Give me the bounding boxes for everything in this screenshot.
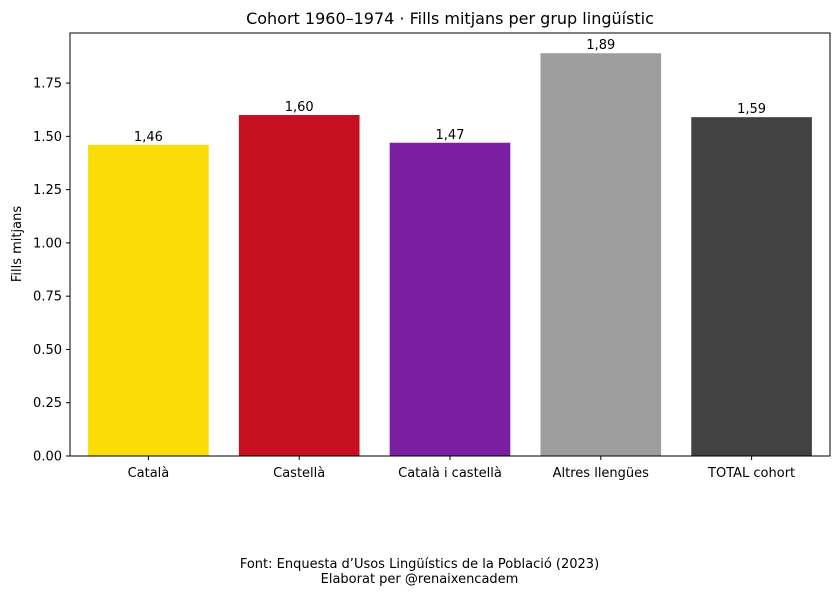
x-tick-label-castella: Castellà <box>273 466 325 481</box>
bar-catala <box>88 144 209 456</box>
chart-title: Cohort 1960–1974 · Fills mitjans per gru… <box>246 9 654 28</box>
x-axis: Català Castellà Català i castellà Altres ll… <box>128 456 795 481</box>
y-tick-label: 0.75 <box>33 290 62 305</box>
bar-catala-i-castella <box>389 142 511 456</box>
credit-note: Elaborat per @renaixencadem <box>320 572 519 587</box>
value-label-catala: 1,46 <box>134 130 163 145</box>
y-tick-label: 0.00 <box>33 450 62 465</box>
bar-total-cohort <box>691 117 812 457</box>
y-axis: 0.00 0.25 0.50 0.75 1.00 1.25 1.50 1.75 <box>33 77 70 465</box>
bars-group <box>88 53 812 457</box>
x-tick-label-catala: Català <box>128 466 170 481</box>
source-note: Font: Enquesta d’Usos Lingüístics de la … <box>239 557 600 572</box>
bar-altres-llengues <box>540 53 662 457</box>
y-tick-label: 0.50 <box>33 343 62 358</box>
value-labels-group: 1,46 1,60 1,47 1,89 1,59 <box>134 38 766 145</box>
bar-castella <box>238 115 360 456</box>
y-tick-label: 1.25 <box>33 183 62 198</box>
y-axis-label: Fills mitjans <box>10 206 25 282</box>
value-label-catala-i-castella: 1,47 <box>436 128 465 143</box>
y-tick-label: 1.75 <box>33 77 62 92</box>
value-label-altres-llengues: 1,89 <box>586 38 615 53</box>
y-tick-label: 1.00 <box>33 236 62 251</box>
y-tick-label: 1.50 <box>33 130 62 145</box>
plot-frame <box>69 32 831 457</box>
y-tick-label: 0.25 <box>33 396 62 411</box>
x-tick-label-total-cohort: TOTAL cohort <box>707 466 795 481</box>
value-label-castella: 1,60 <box>285 100 314 115</box>
x-tick-label-catala-i-castella: Català i castellà <box>398 466 502 481</box>
value-label-total-cohort: 1,59 <box>737 102 766 117</box>
x-tick-label-altres-llengues: Altres llengües <box>553 466 650 481</box>
